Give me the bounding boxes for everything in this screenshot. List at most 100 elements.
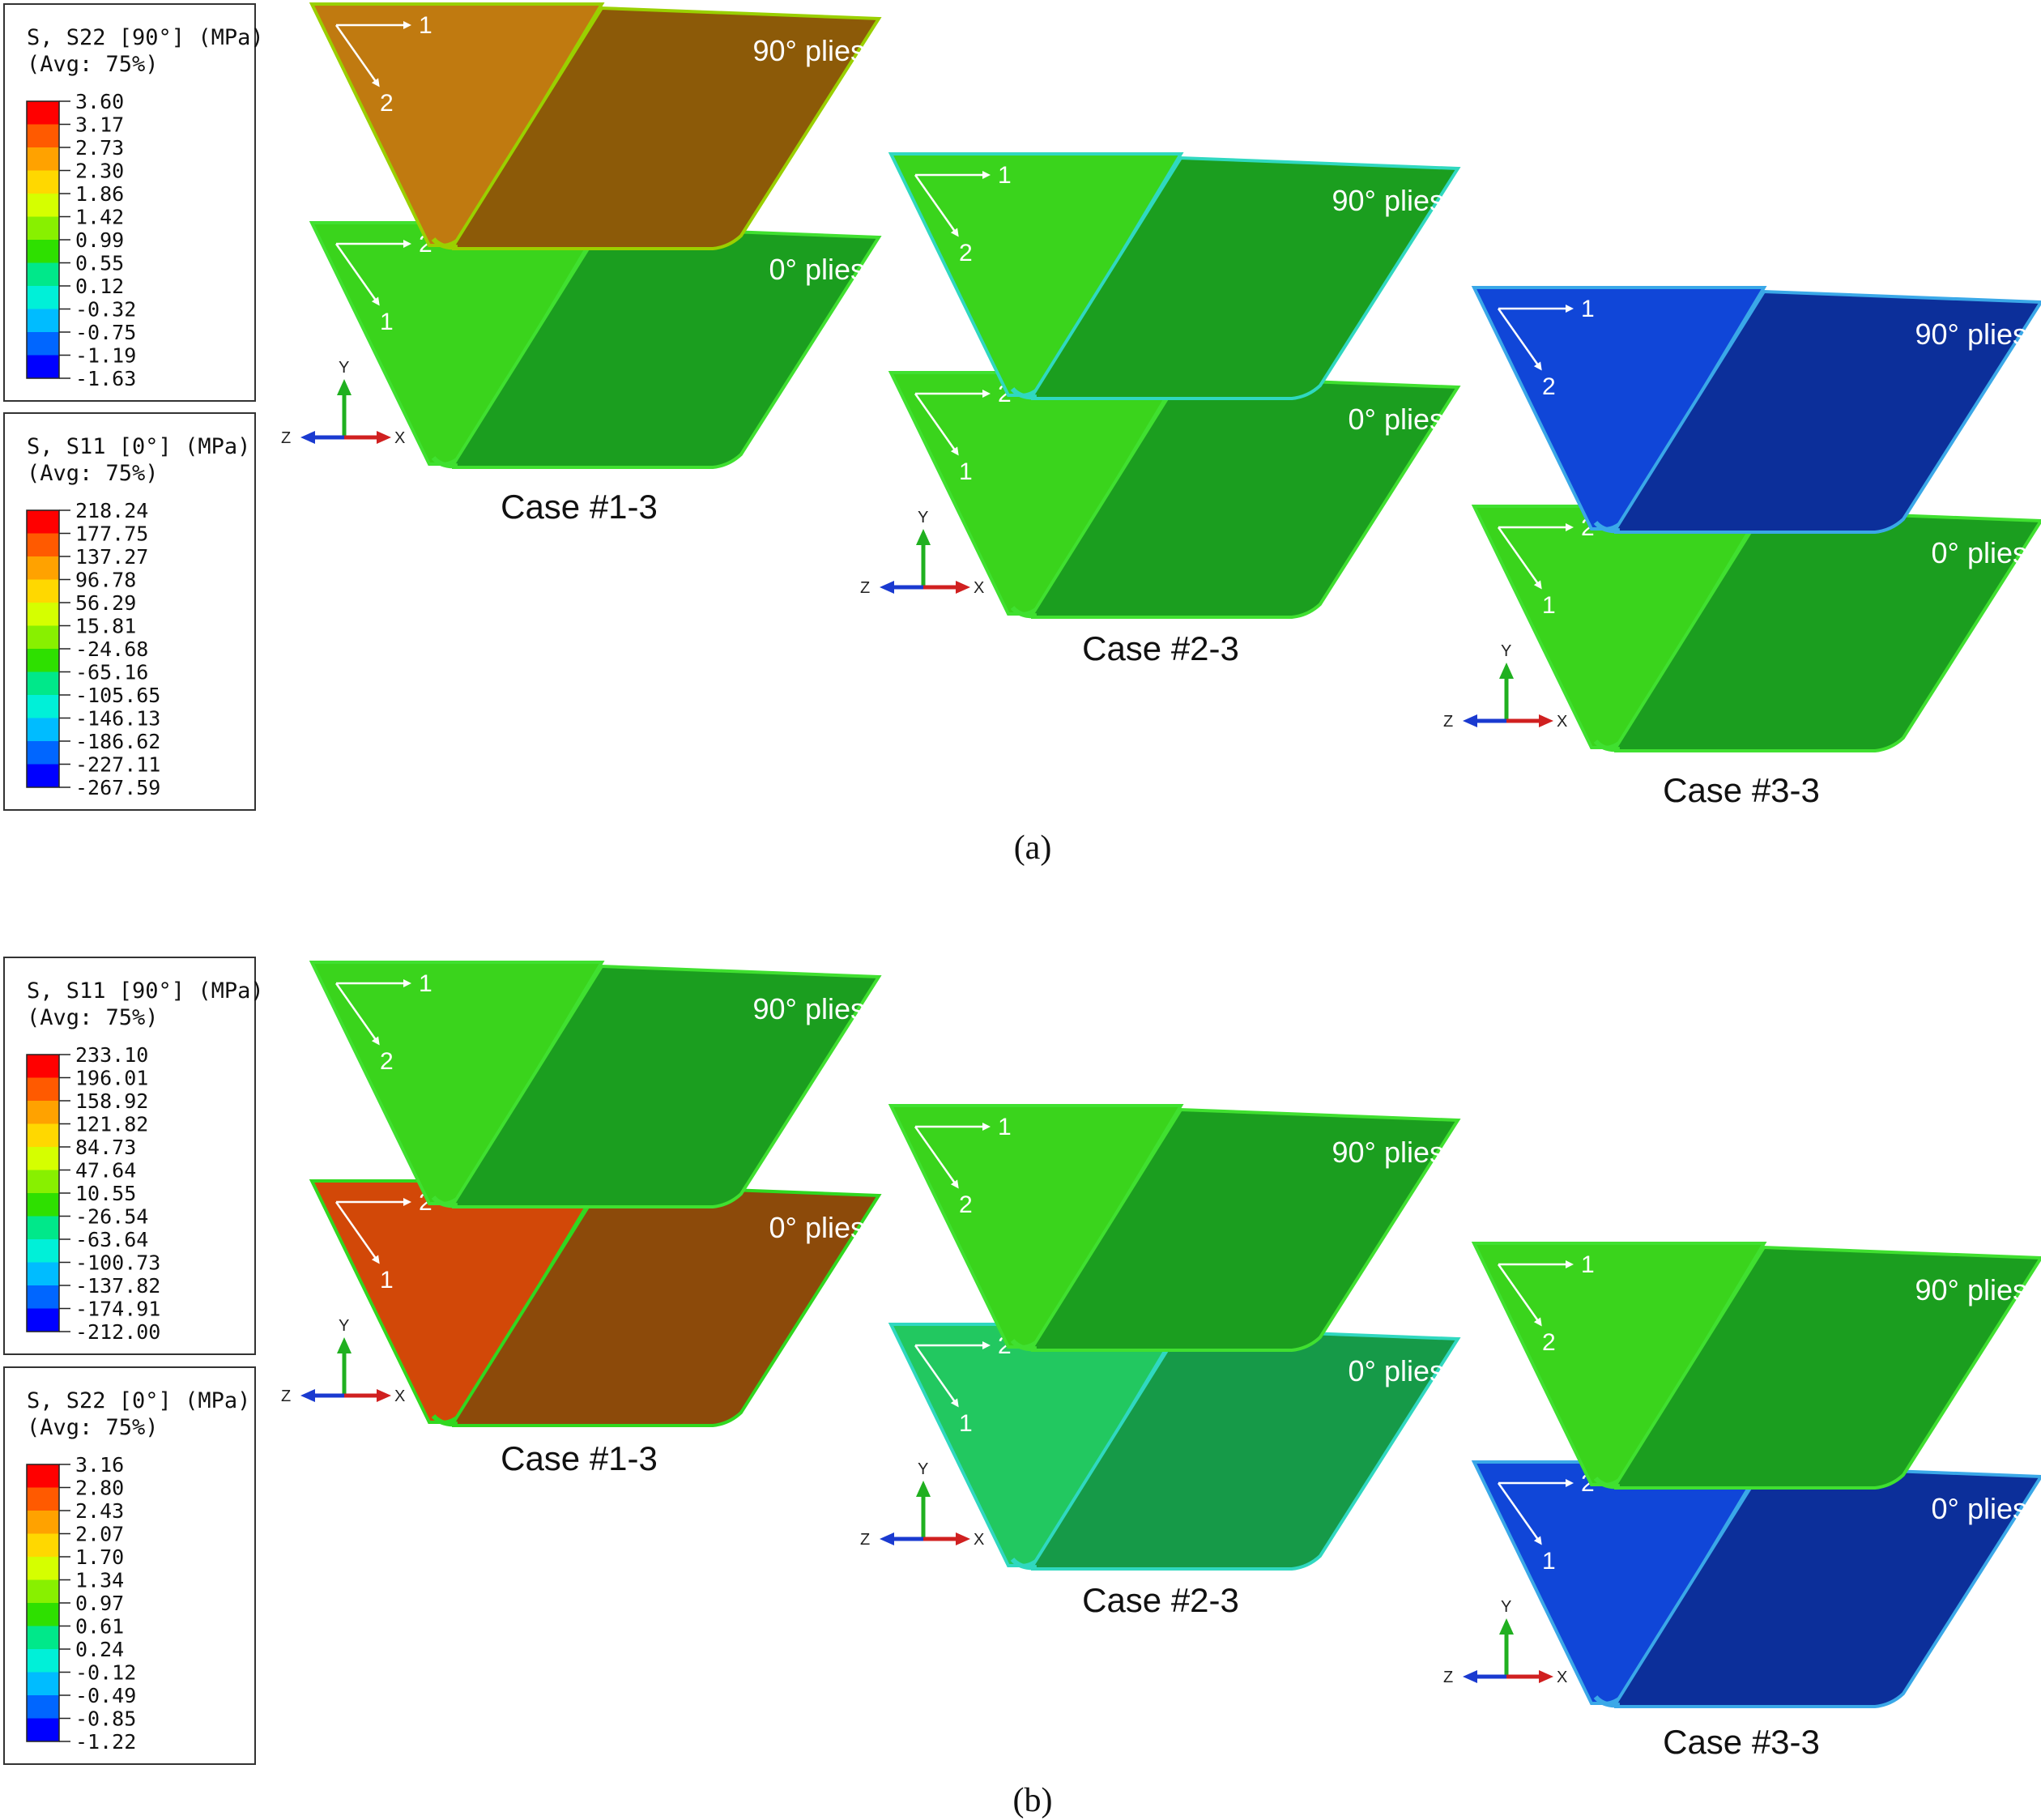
- legend-value: -1.22: [75, 1730, 136, 1754]
- legend-value: -227.11: [75, 753, 160, 777]
- legend-value: 0.61: [75, 1615, 124, 1639]
- legend-color-band: [27, 1579, 59, 1603]
- y-axis-label: Y: [339, 359, 349, 377]
- ply-dir-arrow-diagonal: [914, 393, 959, 456]
- legend-color-band: [27, 1123, 59, 1147]
- case-label: Case #3-3: [1663, 771, 1820, 809]
- legend-value: -0.12: [75, 1661, 136, 1685]
- z-axis-arrow: [880, 581, 894, 594]
- right-flange: [1031, 156, 1461, 400]
- legend-value: 1.42: [75, 206, 124, 229]
- legend-color-band: [27, 1055, 59, 1078]
- legend-value: 2.30: [75, 160, 124, 183]
- legend-value: 3.16: [75, 1453, 124, 1477]
- legend-color-band: [27, 718, 59, 741]
- legend-color-band: [27, 579, 59, 603]
- ply-dir-arrow-diagonal: [914, 174, 959, 237]
- contour-legend-1: S, S11 [0°] (MPa)(Avg: 75%)218.24177.751…: [3, 412, 256, 811]
- y-axis-arrow: [916, 1481, 931, 1497]
- ply-dir-label: 2: [380, 90, 394, 117]
- coordinate-triad: Y X Z: [1443, 642, 1567, 731]
- legend-value: -26.54: [75, 1205, 148, 1229]
- top-ply-shell: 90° plies 1 2: [888, 152, 1461, 400]
- x-axis-label: X: [974, 579, 984, 597]
- ply-dir-arrow-diagonal: [1497, 308, 1542, 371]
- z-axis-label: Z: [281, 1387, 291, 1405]
- z-axis-label: Z: [1443, 713, 1453, 731]
- legend-value: 47.64: [75, 1159, 136, 1183]
- legend-value: -105.65: [75, 684, 160, 707]
- ply-dir-arrow-diagonal: [1497, 1482, 1542, 1545]
- case-label: Case #1-3: [501, 1439, 658, 1477]
- legend-color-band: [27, 1101, 59, 1124]
- legend-value: 1.86: [75, 182, 124, 206]
- legend-color-band: [27, 170, 59, 194]
- legend-value: 56.29: [75, 591, 136, 615]
- ply-dir-label: 2: [959, 240, 973, 266]
- legend-value: -100.73: [75, 1251, 160, 1275]
- right-flange: [1031, 1326, 1461, 1571]
- legend-value: -212.00: [75, 1320, 160, 1344]
- plies-label: 0° plies: [769, 1211, 865, 1244]
- legend-color-band: [27, 510, 59, 534]
- legend-color-band: [27, 147, 59, 171]
- legend-value: 158.92: [75, 1089, 148, 1113]
- right-flange: [452, 6, 882, 250]
- legend-value: 233.10: [75, 1043, 148, 1067]
- legend-value: 3.17: [75, 113, 124, 137]
- legend-color-band: [27, 671, 59, 695]
- legend-color-band: [27, 1147, 59, 1170]
- legend-color-band: [27, 1216, 59, 1239]
- ply-dir-label: 1: [419, 970, 432, 997]
- subfigure-label: (b): [1013, 1782, 1053, 1819]
- legend-value: 0.12: [75, 275, 124, 298]
- legend-color-band: [27, 286, 59, 309]
- root-edge: [431, 1195, 458, 1208]
- legend-color-band: [27, 1511, 59, 1534]
- top-ply-shell: 90° plies 1 2: [309, 2, 882, 250]
- y-axis-arrow: [1499, 1618, 1514, 1635]
- subfigure-label: (a): [1014, 829, 1052, 867]
- legend-color-band: [27, 216, 59, 240]
- right-flange: [1614, 508, 2041, 752]
- ply-dir-label: 2: [1542, 1329, 1556, 1356]
- legend-color-band: [27, 124, 59, 147]
- legend-value: 2.73: [75, 136, 124, 160]
- plies-label: 90° plies: [1332, 1136, 1444, 1169]
- legend-value: -1.19: [75, 344, 136, 368]
- root-edge: [1593, 739, 1621, 752]
- legend-value: -174.91: [75, 1298, 160, 1321]
- root-edge: [1010, 386, 1038, 400]
- legend-value: 10.55: [75, 1182, 136, 1205]
- plies-label: 0° plies: [1349, 1354, 1444, 1387]
- legend-title: S, S22 [90°] (MPa): [27, 25, 264, 50]
- legend-color-band: [27, 194, 59, 217]
- legend-value: 0.97: [75, 1592, 124, 1615]
- ply-dir-arrow-diagonal: [334, 24, 380, 87]
- y-axis-label: Y: [1501, 1598, 1511, 1616]
- root-edge: [431, 237, 458, 250]
- legend-color-band: [27, 1285, 59, 1309]
- z-axis-label: Z: [1443, 1669, 1453, 1686]
- root-edge: [1593, 1694, 1621, 1708]
- legend-color-band: [27, 355, 59, 378]
- x-axis-label: X: [394, 429, 405, 447]
- coordinate-triad: Y X Z: [281, 359, 405, 447]
- z-axis-arrow: [300, 431, 315, 444]
- x-axis-label: X: [394, 1387, 405, 1405]
- x-axis-arrow: [377, 1389, 391, 1402]
- root-edge: [1010, 1557, 1038, 1571]
- legend-value: 15.81: [75, 615, 136, 638]
- root-edge: [1593, 1476, 1621, 1490]
- ply-dir-label: 2: [380, 1048, 394, 1075]
- ply-dir-arrow-diagonal: [334, 1201, 380, 1264]
- legend-value: 121.82: [75, 1113, 148, 1136]
- legend-value: 1.70: [75, 1545, 124, 1569]
- ply-dir-label: 1: [1581, 296, 1595, 322]
